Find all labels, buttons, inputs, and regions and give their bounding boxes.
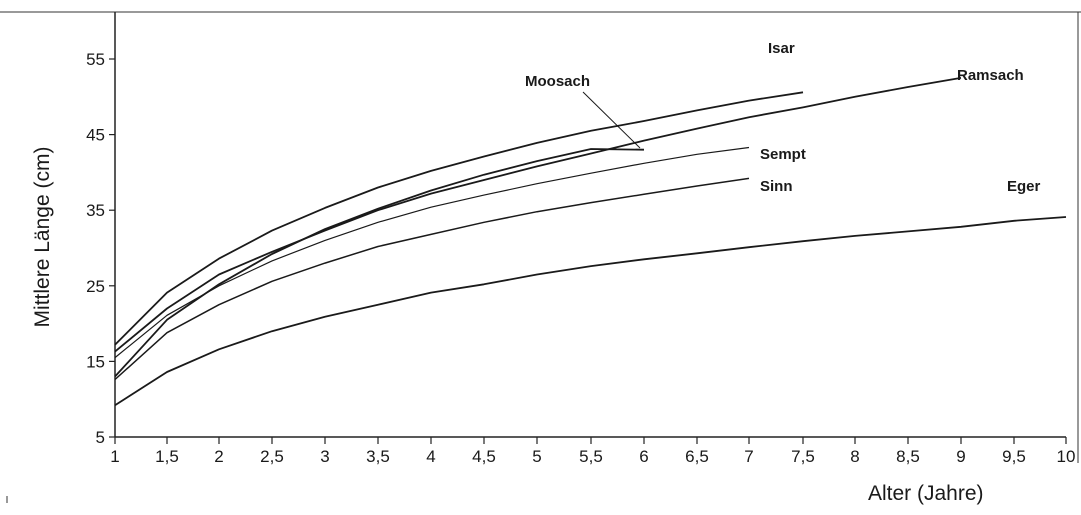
x-tick-label: 6: [639, 447, 648, 466]
x-tick-label: 9: [956, 447, 965, 466]
series-label-eger: Eger: [1007, 178, 1041, 195]
series-label-ramsach: Ramsach: [957, 67, 1024, 84]
x-tick-label: 8: [850, 447, 859, 466]
x-axis: 1 1,5 2 2,5 3 3,5 4 4,5 5 5,5 6 6,5 7 7,5 8 8,5 9 9,5 10: [110, 436, 1076, 466]
y-tick-label: 25: [86, 277, 105, 296]
x-tick-label: 7: [744, 447, 753, 466]
x-tick-label: 4,5: [472, 447, 496, 466]
x-tick-label: 1: [110, 447, 119, 466]
x-tick-label: 10: [1057, 447, 1076, 466]
chart-frame: [0, 11, 1081, 503]
x-tick-label: 1,5: [155, 447, 179, 466]
x-tick-label: 5,5: [579, 447, 603, 466]
x-tick-label: 6,5: [685, 447, 709, 466]
y-axis-title: Mittlere Länge (cm): [31, 147, 54, 328]
y-tick-label: 55: [86, 50, 105, 69]
x-tick-label: 7,5: [791, 447, 815, 466]
x-tick-label: 4: [426, 447, 435, 466]
series-label-isar: Isar: [768, 40, 795, 57]
x-tick-label: 2: [214, 447, 223, 466]
series-line-sempt: [114, 146, 750, 359]
moosach-leader-line: [582, 91, 641, 149]
x-tick-label: 8,5: [896, 447, 920, 466]
series-label-moosach: Moosach: [525, 73, 590, 90]
y-tick-label: 35: [86, 201, 105, 220]
series-label-sinn: Sinn: [760, 178, 793, 195]
x-tick-label: 3,5: [366, 447, 390, 466]
y-axis: 5 15 25 35 45 55: [86, 12, 116, 447]
y-tick-label: 5: [96, 428, 105, 447]
y-tick-label: 45: [86, 126, 105, 145]
x-tick-label: 3: [320, 447, 329, 466]
x-tick-label: 2,5: [260, 447, 284, 466]
series-labels: Isar Moosach Ramsach Sempt Sinn Eger: [525, 40, 1041, 195]
series-line-ramsach: [114, 77, 962, 353]
series-line-sinn: [114, 177, 750, 381]
x-tick-label: 5: [532, 447, 541, 466]
series-line-moosach: [114, 148, 645, 378]
x-axis-title: Alter (Jahre): [868, 482, 984, 505]
series-label-sempt: Sempt: [760, 146, 806, 163]
series-line-eger: [114, 216, 1067, 406]
y-tick-label: 15: [86, 352, 105, 371]
series-lines: [114, 77, 1067, 406]
series-line-isar: [114, 91, 804, 346]
x-tick-label: 9,5: [1002, 447, 1026, 466]
